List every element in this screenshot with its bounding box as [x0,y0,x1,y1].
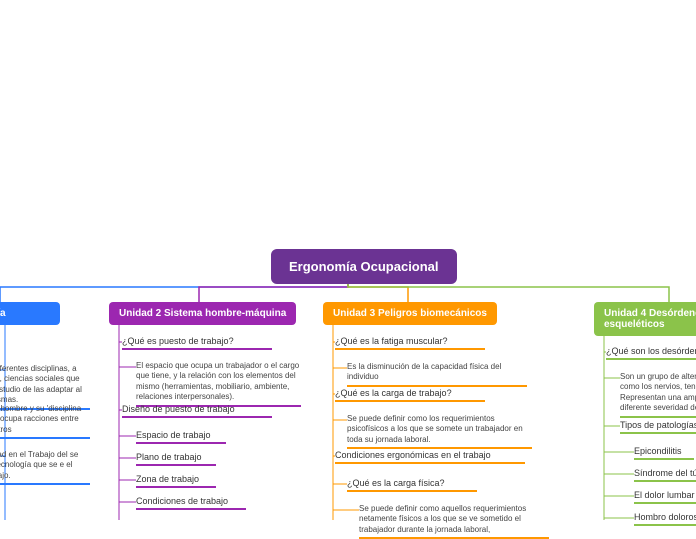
node-u3-child-4: Condiciones ergonómicas en el trabajo [335,450,525,464]
node-u2-child-5: Zona de trabajo [136,474,216,488]
node-u4-child-5: El dolor lumbar inespe [634,490,696,504]
node-u3-child-6: Se puede definir como aquellos requerimi… [359,504,549,539]
node-u4-child-0: ¿Qué son los desórdenes m [606,346,696,360]
branch-u4: Unidad 4 Desórdenes esqueléticos [594,302,696,336]
node-u2-child-6: Condiciones de trabajo [136,496,246,510]
node-u1-child-2: igiene y Seguridad en el Trabajo del se … [0,450,90,485]
node-u3-child-1: Es la disminución de la capacidad física… [347,362,527,387]
node-u1-child-0: ad que abarca diferentes disciplinas, a … [0,364,90,410]
root-label: Ergonomía Ocupacional [289,259,439,274]
node-u2-child-0: ¿Qué es puesto de trabajo? [122,336,272,350]
node-u2-child-1: El espacio que ocupa un trabajador o el … [136,361,301,407]
node-u2-child-2: Diseño de puesto de trabajo [122,404,272,418]
node-u3-child-5: ¿Qué es la carga física? [347,478,477,492]
node-u4-child-4: Síndrome del túnel de [634,468,696,482]
branch-u1: rgonomía [0,302,60,325]
node-u3-child-3: Se puede definir como los requerimientos… [347,414,532,449]
node-u2-child-4: Plano de trabajo [136,452,216,466]
branch-u2: Unidad 2 Sistema hombre-máquina [109,302,296,325]
node-u4-child-3: Epicondilitis [634,446,694,460]
branch-u3: Unidad 3 Peligros biomecánicos [323,302,497,325]
node-u2-child-3: Espacio de trabajo [136,430,226,444]
node-u3-child-2: ¿Qué es la carga de trabajo? [335,388,485,402]
node-u4-child-6: Hombro doloroso(M7 [634,512,696,526]
node-u4-child-2: Tipos de patologías [620,420,696,434]
node-u4-child-1: Son un grupo de alteraciones como los ne… [620,372,696,418]
node-u3-child-0: ¿Qué es la fatiga muscular? [335,336,485,350]
node-u1-child-1: a interacción del hombre y su 'disciplin… [0,404,90,439]
root-node: Ergonomía Ocupacional [271,249,457,284]
